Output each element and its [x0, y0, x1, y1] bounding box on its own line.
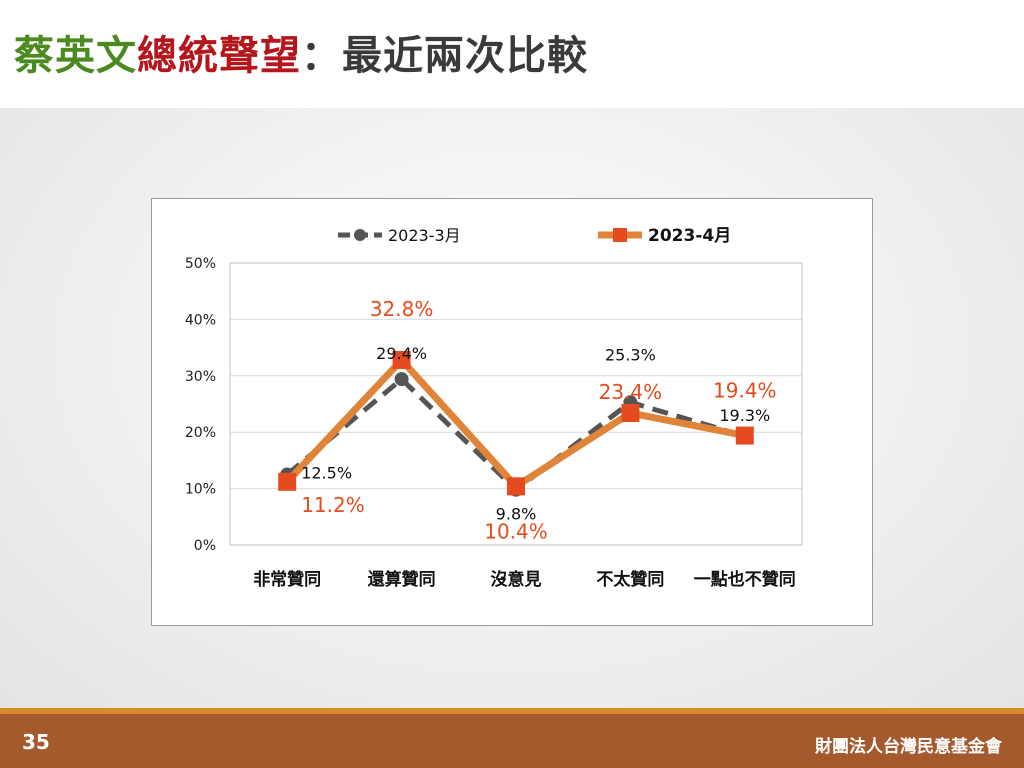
page-number: 35: [22, 730, 50, 754]
y-tick-label: 0%: [194, 538, 216, 554]
legend-label-2023-3: 2023-3月: [388, 226, 461, 245]
series-line-2023-4: [284, 356, 746, 490]
slide-title: 蔡英文總統聲望：最近兩次比較: [14, 28, 588, 84]
data-label-2023-3: 25.3%: [605, 345, 656, 364]
title-topic: 總統聲望: [137, 33, 301, 79]
series2-point: [392, 351, 411, 370]
series2-point: [735, 426, 754, 445]
title-name: 蔡英文: [14, 33, 137, 79]
data-label-2023-3: 29.4%: [376, 344, 427, 363]
x-tick-label: 沒意見: [491, 569, 542, 590]
footer: 35 財團法人台灣民意基金會: [0, 714, 1024, 768]
data-label-2023-3: 9.8%: [496, 505, 537, 524]
legend-marker-2023-3: [354, 229, 366, 241]
chart-area: 0% 10% 20% 30% 40% 50% 非常贊同 還算贊同 沒意見 不太贊同 一點也不贊同 12…: [151, 198, 873, 626]
data-label-2023-4: 10.4%: [484, 519, 548, 543]
legend-marker-2023-4: [613, 228, 627, 242]
x-tick-label: 非常贊同: [253, 569, 321, 590]
x-tick-label: 一點也不贊同: [694, 569, 796, 590]
series1-point: [394, 372, 409, 387]
x-tick-label: 還算贊同: [368, 569, 436, 590]
data-label-2023-3: 12.5%: [301, 464, 352, 483]
y-tick-label: 40%: [185, 312, 216, 328]
y-tick-label: 50%: [185, 256, 216, 272]
plot-frame: [229, 262, 803, 546]
line-chart: 0% 10% 20% 30% 40% 50% 非常贊同 還算贊同 沒意見 不太贊同 一點也不贊同 12…: [185, 226, 803, 590]
y-tick-label: 10%: [185, 482, 216, 498]
series2-point: [621, 404, 640, 423]
organization-name: 財團法人台灣民意基金會: [815, 737, 1002, 757]
data-label-2023-4: 23.4%: [599, 380, 663, 404]
data-label-2023-4: 11.2%: [301, 493, 365, 517]
y-tick-label: 30%: [185, 369, 216, 385]
series2-point: [507, 477, 525, 496]
legend-label-2023-4: 2023-4月: [648, 226, 731, 246]
data-label-2023-4: 32.8%: [370, 297, 434, 321]
footer-accent-line: [0, 708, 1024, 714]
y-tick-label: 20%: [185, 425, 216, 441]
series-line-2023-3: [285, 376, 746, 493]
title-subtitle: ：最近兩次比較: [301, 33, 588, 79]
data-label-2023-4: 19.4%: [713, 379, 777, 403]
series2-point: [278, 472, 297, 491]
data-label-2023-3: 19.3%: [719, 406, 770, 425]
x-tick-label: 不太贊同: [596, 569, 664, 590]
title-bar: 蔡英文總統聲望：最近兩次比較: [0, 0, 1024, 108]
